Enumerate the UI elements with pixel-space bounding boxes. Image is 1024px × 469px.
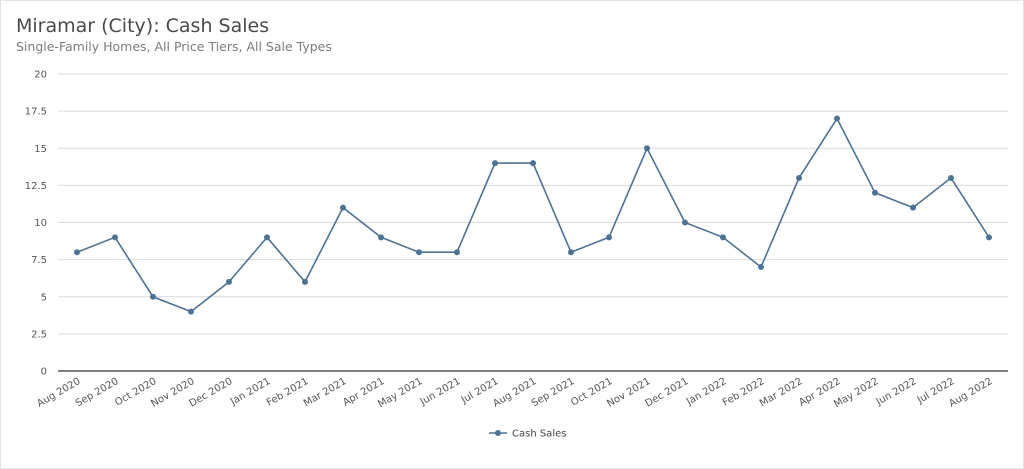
x-tick-label: Sep 2021 <box>530 376 577 409</box>
x-tick-label: Jun 2022 <box>874 376 919 408</box>
y-tick-label: 20 <box>34 70 47 81</box>
data-point <box>74 249 80 256</box>
data-point <box>720 234 726 241</box>
data-point <box>644 145 650 152</box>
y-tick-label: 2.5 <box>31 329 47 340</box>
y-tick-label: 0 <box>41 367 47 378</box>
data-point <box>226 278 232 285</box>
data-point <box>872 189 878 196</box>
y-tick-label: 5 <box>41 292 47 303</box>
series-line-cash-sales <box>76 116 990 313</box>
data-point <box>948 174 954 181</box>
data-point <box>264 234 270 241</box>
x-tick-label: Jan 2021 <box>228 376 273 408</box>
data-point <box>530 160 536 167</box>
x-tick-label: Mar 2021 <box>302 376 349 409</box>
x-tick-label: Mar 2022 <box>758 376 805 409</box>
x-tick-label: Aug 2020 <box>35 376 82 410</box>
data-point <box>454 249 460 256</box>
chart-title: Miramar (City): Cash Sales <box>16 15 270 37</box>
legend-label-cash-sales: Cash Sales <box>512 429 566 440</box>
data-point <box>112 234 118 241</box>
data-point <box>796 174 802 181</box>
data-point <box>986 234 992 241</box>
x-tick-label: Jan 2022 <box>684 376 729 408</box>
data-point <box>340 204 346 211</box>
y-tick-label: 12.5 <box>25 181 47 192</box>
x-tick-label: Sep 2020 <box>74 376 121 409</box>
y-tick-label: 17.5 <box>25 107 47 118</box>
data-point <box>568 249 574 256</box>
x-tick-label: Aug 2022 <box>947 376 994 410</box>
data-point <box>416 249 422 256</box>
data-point <box>834 115 840 122</box>
chart-subtitle: Single-Family Homes, All Price Tiers, Al… <box>16 39 332 54</box>
legend-swatch-marker <box>495 430 501 436</box>
data-point <box>302 278 308 285</box>
data-point <box>150 293 156 300</box>
x-tick-label: Aug 2021 <box>491 376 538 410</box>
gridlines <box>58 73 1008 335</box>
data-point <box>910 204 916 211</box>
data-point <box>682 219 688 226</box>
y-tick-label: 7.5 <box>31 255 47 266</box>
data-point <box>758 264 764 271</box>
data-point <box>606 234 612 241</box>
x-tick-label: Dec 2020 <box>187 376 234 410</box>
data-point <box>492 160 498 167</box>
y-tick-label: 15 <box>34 144 47 155</box>
data-point <box>188 308 194 315</box>
data-point <box>378 234 384 241</box>
y-axis-ticks: 0 2.5 5 7.5 10 12.5 15 17.5 20 <box>25 70 47 378</box>
x-tick-label: Dec 2021 <box>643 376 690 410</box>
y-tick-label: 10 <box>34 218 47 229</box>
x-tick-label: Jun 2021 <box>418 376 463 408</box>
data-points <box>74 115 992 315</box>
legend[interactable]: Cash Sales <box>489 429 566 440</box>
